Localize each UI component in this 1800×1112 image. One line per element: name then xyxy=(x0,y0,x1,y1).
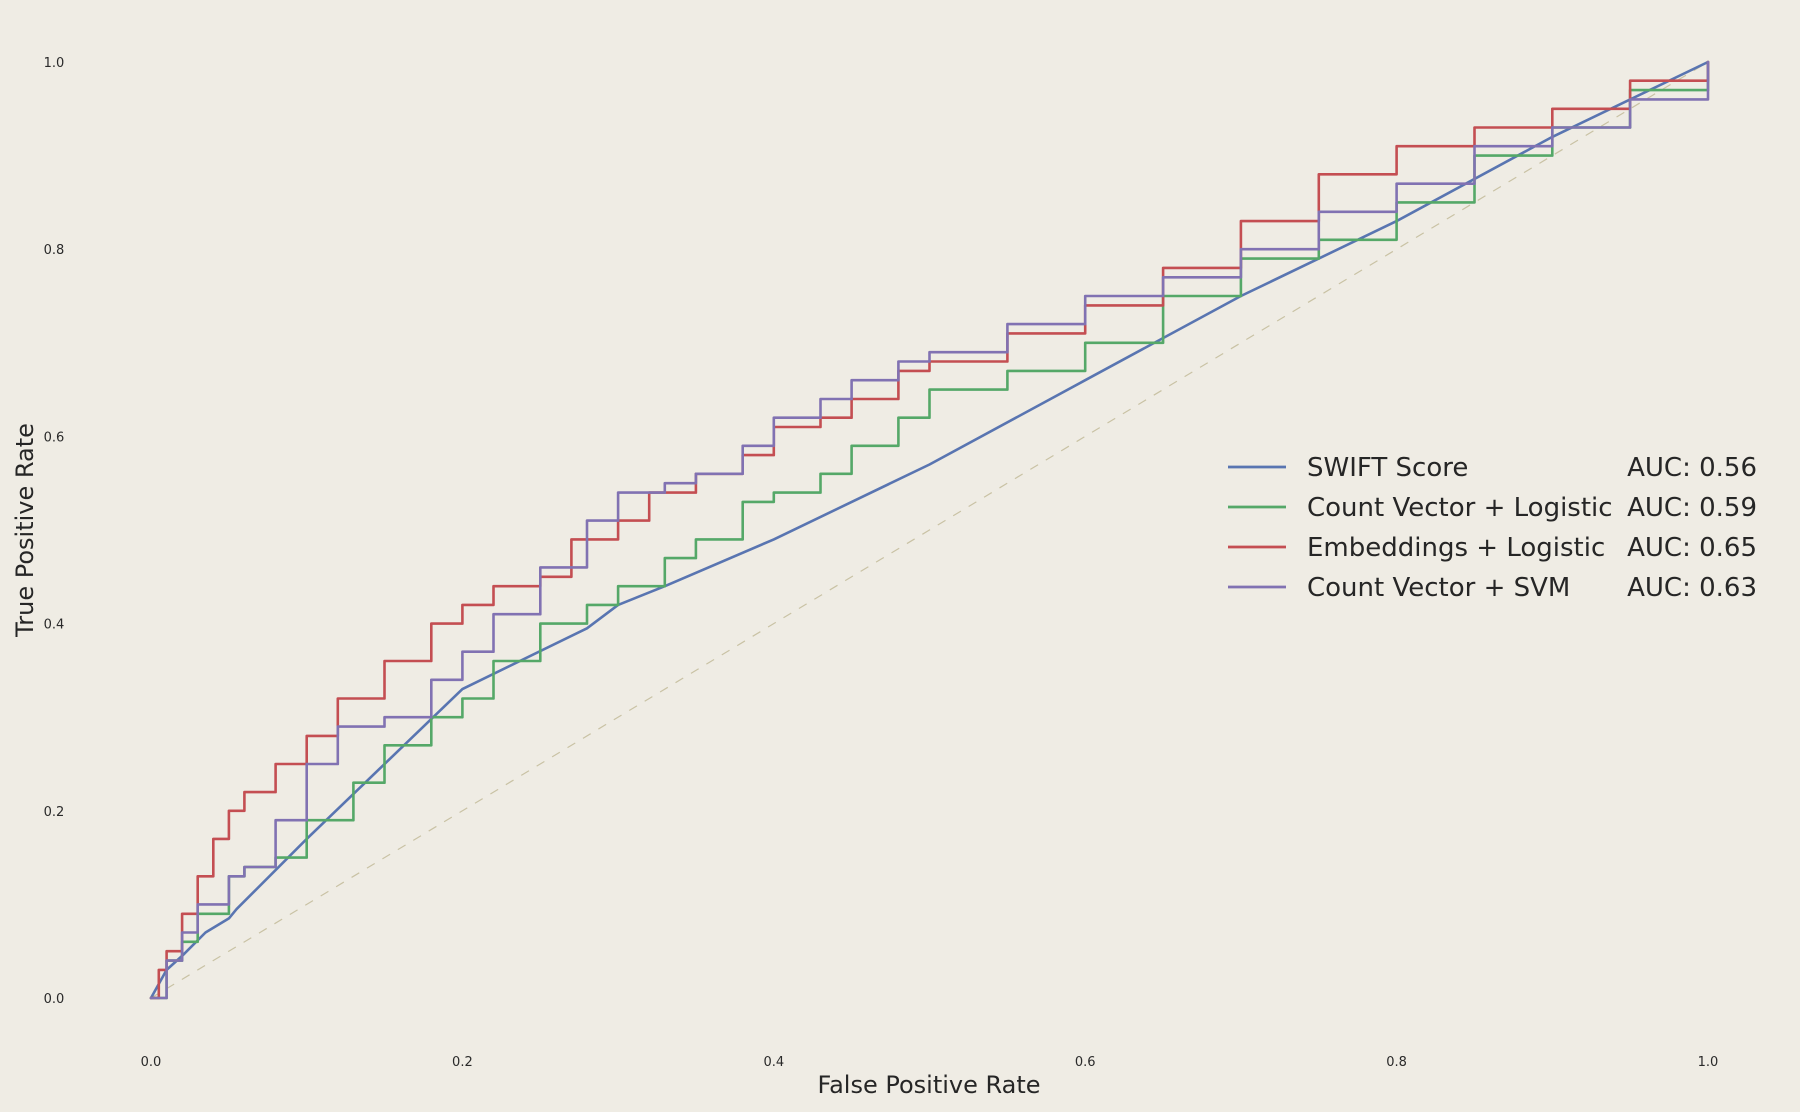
x-tick-label: 0.8 xyxy=(1386,1055,1407,1070)
x-tick-label: 0.6 xyxy=(1075,1055,1096,1070)
legend-series-name: Count Vector + Logistic xyxy=(1307,493,1613,523)
y-tick-label: 0.0 xyxy=(44,992,65,1007)
legend-series-name: SWIFT Score xyxy=(1307,453,1468,483)
legend: SWIFT Score AUC: 0.56 Count Vector + Logis… xyxy=(1228,453,1757,603)
x-tick-label: 0.2 xyxy=(452,1055,473,1070)
series-line-4 xyxy=(149,60,1710,1000)
y-tick-label: 0.6 xyxy=(44,430,65,445)
y-tick-label: 0.8 xyxy=(44,243,65,258)
y-axis-label: True Positive Rate xyxy=(11,423,39,638)
legend-auc-label: AUC: 0.65 xyxy=(1627,533,1757,563)
legend-series-name: Embeddings + Logistic xyxy=(1307,533,1605,563)
x-tick-label: 1.0 xyxy=(1698,1055,1719,1070)
legend-auc-label: AUC: 0.59 xyxy=(1627,493,1757,523)
legend-auc-label: AUC: 0.63 xyxy=(1627,573,1757,603)
series-line-3 xyxy=(149,60,1710,1000)
y-tick-label: 0.2 xyxy=(44,805,65,820)
series-line-1 xyxy=(149,60,1710,1000)
diagonal-reference-line xyxy=(150,61,1709,999)
x-tick-label: 0.4 xyxy=(763,1055,784,1070)
y-tick-label: 0.4 xyxy=(44,618,65,633)
x-axis-label: False Positive Rate xyxy=(817,1071,1040,1099)
legend-series-name: Count Vector + SVM xyxy=(1307,573,1570,603)
legend-auc-label: AUC: 0.56 xyxy=(1627,453,1757,483)
y-tick-label: 1.0 xyxy=(44,56,65,71)
x-tick-label: 0.0 xyxy=(141,1055,162,1070)
